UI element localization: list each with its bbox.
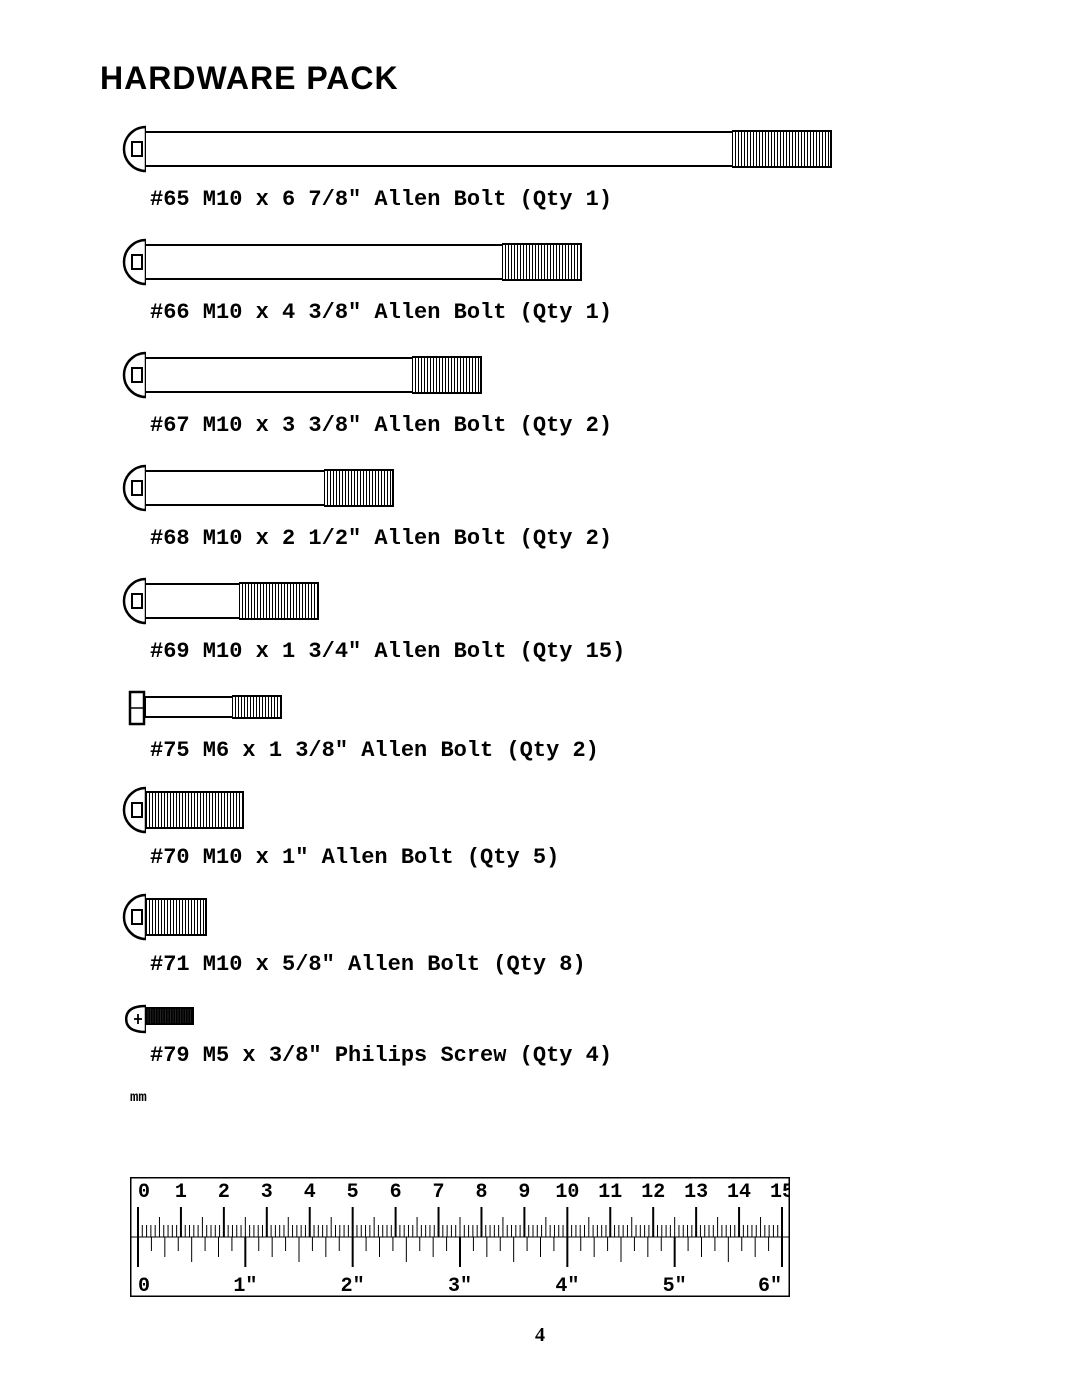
bolt-drawing bbox=[110, 573, 980, 629]
svg-text:1: 1 bbox=[175, 1181, 187, 1204]
bolt-drawing bbox=[110, 686, 980, 728]
hardware-item-71: #71 M10 x 5/8″ Allen Bolt (Qty 8) bbox=[100, 892, 980, 989]
bolt-head-icon bbox=[110, 125, 146, 173]
bolt-thread bbox=[239, 582, 319, 620]
bolt-thread bbox=[232, 695, 282, 719]
hardware-label: #75 M6 x 1 3/8″ Allen Bolt (Qty 2) bbox=[150, 738, 980, 763]
bolt-thread bbox=[502, 243, 582, 281]
bolt-head-icon bbox=[110, 893, 146, 941]
svg-text:2″: 2″ bbox=[341, 1275, 365, 1297]
bolt-head-icon bbox=[110, 238, 146, 286]
svg-text:0: 0 bbox=[138, 1275, 150, 1297]
bolt-head-icon bbox=[110, 786, 146, 834]
svg-text:5″: 5″ bbox=[663, 1275, 687, 1297]
page-number: 4 bbox=[0, 1324, 1080, 1347]
hardware-item-66: #66 M10 x 4 3/8″ Allen Bolt (Qty 1) bbox=[100, 234, 980, 337]
svg-text:6″: 6″ bbox=[758, 1275, 782, 1297]
bolt-thread bbox=[144, 898, 207, 936]
bolt-thread bbox=[144, 1007, 194, 1025]
bolt-drawing bbox=[110, 347, 980, 403]
hardware-label: #65 M10 x 6 7/8″ Allen Bolt (Qty 1) bbox=[150, 187, 980, 212]
svg-text:8: 8 bbox=[475, 1181, 487, 1204]
page: HARDWARE PACK #65 M10 x 6 7/8″ Allen Bol… bbox=[0, 0, 1080, 1397]
svg-text:10: 10 bbox=[555, 1181, 579, 1204]
bolt-head-icon bbox=[110, 351, 146, 399]
bolt-drawing bbox=[110, 121, 980, 177]
svg-text:7: 7 bbox=[433, 1181, 445, 1204]
bolt-drawing bbox=[110, 785, 980, 835]
svg-text:4″: 4″ bbox=[555, 1275, 579, 1297]
bolt-thread bbox=[324, 469, 394, 507]
svg-text:9: 9 bbox=[518, 1181, 530, 1204]
bolt-head-icon bbox=[110, 1003, 146, 1029]
hardware-label: #66 M10 x 4 3/8″ Allen Bolt (Qty 1) bbox=[150, 300, 980, 325]
hardware-item-69: #69 M10 x 1 3/4″ Allen Bolt (Qty 15) bbox=[100, 573, 980, 676]
hardware-label: #67 M10 x 3 3/8″ Allen Bolt (Qty 2) bbox=[150, 413, 980, 438]
ruler-svg: 012345678910111213141501″2″3″4″5″6″ bbox=[130, 1177, 790, 1297]
svg-text:5: 5 bbox=[347, 1181, 359, 1204]
page-title: HARDWARE PACK bbox=[100, 60, 980, 97]
hardware-item-65: #65 M10 x 6 7/8″ Allen Bolt (Qty 1) bbox=[100, 121, 980, 224]
svg-text:3″: 3″ bbox=[448, 1275, 472, 1297]
svg-text:15: 15 bbox=[770, 1181, 790, 1204]
bolt-drawing bbox=[110, 892, 980, 942]
bolt-shaft bbox=[144, 244, 504, 280]
bolt-head-icon bbox=[110, 690, 146, 724]
svg-text:12: 12 bbox=[641, 1181, 665, 1204]
bolt-shaft bbox=[144, 470, 326, 506]
svg-text:2: 2 bbox=[218, 1181, 230, 1204]
svg-text:3: 3 bbox=[261, 1181, 273, 1204]
hardware-label: #69 M10 x 1 3/4″ Allen Bolt (Qty 15) bbox=[150, 639, 980, 664]
hardware-item-67: #67 M10 x 3 3/8″ Allen Bolt (Qty 2) bbox=[100, 347, 980, 450]
svg-text:1″: 1″ bbox=[233, 1275, 257, 1297]
bolt-thread bbox=[412, 356, 482, 394]
hardware-list: #65 M10 x 6 7/8″ Allen Bolt (Qty 1) #66 … bbox=[100, 121, 980, 1090]
svg-text:6: 6 bbox=[390, 1181, 402, 1204]
svg-text:11: 11 bbox=[598, 1181, 622, 1204]
bolt-drawing bbox=[110, 999, 980, 1033]
hardware-item-75: #75 M6 x 1 3/8″ Allen Bolt (Qty 2) bbox=[100, 686, 980, 775]
bolt-drawing bbox=[110, 460, 980, 516]
hardware-label: #71 M10 x 5/8″ Allen Bolt (Qty 8) bbox=[150, 952, 980, 977]
bolt-shaft bbox=[144, 357, 414, 393]
bolt-shaft bbox=[144, 131, 734, 167]
bolt-head-icon bbox=[110, 577, 146, 625]
hardware-label: #70 M10 x 1″ Allen Bolt (Qty 5) bbox=[150, 845, 980, 870]
bolt-shaft bbox=[144, 583, 241, 619]
hardware-item-70: #70 M10 x 1″ Allen Bolt (Qty 5) bbox=[100, 785, 980, 882]
hardware-item-68: #68 M10 x 2 1/2″ Allen Bolt (Qty 2) bbox=[100, 460, 980, 563]
ruler-diagram: 012345678910111213141501″2″3″4″5″6″ bbox=[130, 1177, 980, 1297]
svg-text:0: 0 bbox=[138, 1181, 150, 1204]
hardware-label: #68 M10 x 2 1/2″ Allen Bolt (Qty 2) bbox=[150, 526, 980, 551]
bolt-thread bbox=[144, 791, 244, 829]
bolt-thread bbox=[732, 130, 832, 168]
svg-text:14: 14 bbox=[727, 1181, 751, 1204]
mm-unit-label: mm bbox=[130, 1090, 980, 1106]
hardware-item-79: #79 M5 x 3/8″ Philips Screw (Qty 4) bbox=[100, 999, 980, 1080]
bolt-head-icon bbox=[110, 464, 146, 512]
svg-text:13: 13 bbox=[684, 1181, 708, 1204]
svg-text:4: 4 bbox=[304, 1181, 316, 1204]
bolt-shaft bbox=[144, 696, 234, 718]
hardware-label: #79 M5 x 3/8″ Philips Screw (Qty 4) bbox=[150, 1043, 980, 1068]
bolt-drawing bbox=[110, 234, 980, 290]
